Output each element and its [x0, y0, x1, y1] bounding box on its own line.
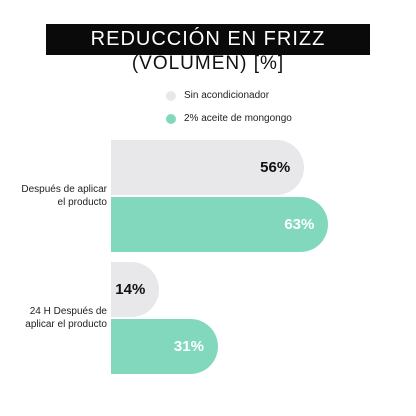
legend-label-series-1: Sin acondicionador	[184, 90, 270, 101]
legend-swatch-series-1	[166, 90, 176, 101]
chart-title: REDUCCIÓN EN FRIZZ	[90, 28, 326, 50]
legend-label-series-2: 2% aceite de mongongo	[184, 113, 292, 124]
legend-item-series-1: Sin acondicionador	[166, 90, 269, 101]
category-label-line: Después de aplicar	[21, 184, 107, 195]
chart-title-box: REDUCCIÓN EN FRIZZ	[46, 24, 370, 55]
bar-1-series-1	[111, 140, 305, 195]
category-label-line: aplicar el producto	[25, 319, 107, 330]
bar-2-series-1	[111, 262, 160, 317]
legend-swatch-series-2	[166, 113, 176, 124]
category-label-2: 24 H Después de aplicar el producto	[0, 305, 107, 331]
bar-1-series-2	[111, 197, 329, 252]
category-label-line: 24 H Después de	[29, 306, 107, 317]
category-label-line: el producto	[57, 197, 107, 208]
bar-value-label-1-series-2: 63%	[284, 215, 315, 233]
chart-subtitle: (VOLUMEN) [%]	[131, 53, 285, 74]
bar-value-label-2-series-1: 14%	[115, 280, 146, 298]
bar-value-label-2-series-2: 31%	[173, 337, 204, 355]
legend-item-series-2: 2% aceite de mongongo	[166, 113, 292, 124]
bar-2-series-2	[111, 319, 218, 374]
category-label-1: Después de aplicar el producto	[0, 183, 107, 209]
bar-value-label-1-series-1: 56%	[260, 158, 291, 176]
